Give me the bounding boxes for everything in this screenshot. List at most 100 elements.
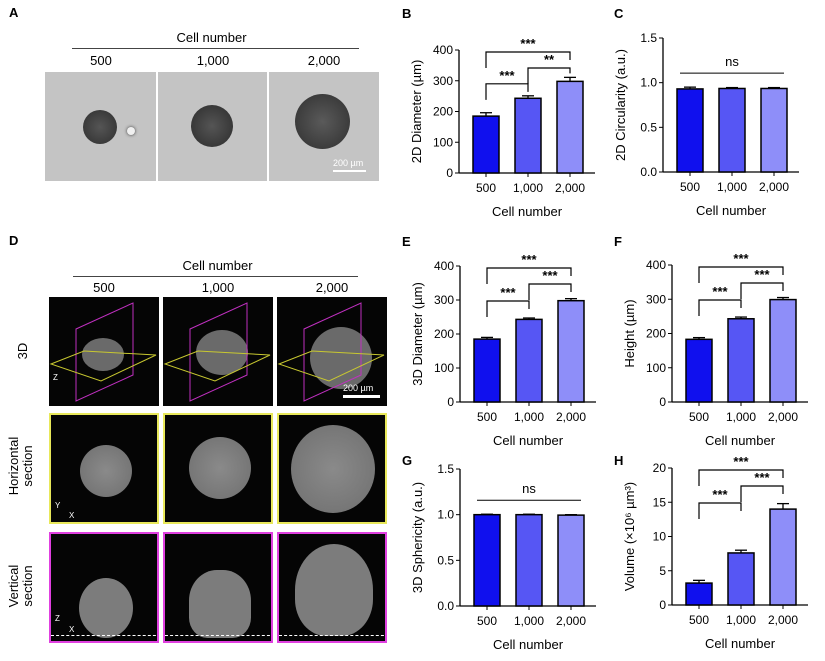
y-tick-label: 0.0 [437,599,454,613]
panel-label-b: B [402,6,411,21]
y-tick-label: 0.5 [640,120,657,134]
x-tick-label: 500 [476,181,496,195]
y-tick-label: 1.0 [437,508,454,522]
bar-500 [472,115,500,174]
x-tick-label: 500 [689,613,709,627]
bar-500 [676,88,704,173]
axis-label-z: Z [55,614,60,623]
significance-bracket [740,282,784,299]
y-axis-label: Volume (×10⁶ µm³) [622,482,637,591]
3d-render-2000: 200 µm [277,297,387,406]
x-axis-label: Cell number [493,637,564,652]
significance-label: *** [521,252,537,267]
bar-1,000 [515,513,543,607]
x-axis-label: Cell number [696,203,767,218]
section-planes-1000 [163,302,271,402]
vertical-section-1000 [163,532,273,643]
significance-bracket [528,283,572,300]
significance-label: *** [542,268,558,283]
vertical-section-500: Z X [49,532,159,643]
significance-label: *** [754,470,770,485]
y-tick-label: 300 [646,292,666,306]
y-axis-label: 2D Circularity (a.u.) [613,49,628,161]
panel-a-col-2000: 2,000 [307,53,341,68]
panel-label-g: G [402,453,412,468]
x-tick-label: 1,000 [726,613,756,627]
y-tick-label: 10 [653,530,667,544]
y-tick-label: 5 [659,564,666,578]
bar-2,000 [769,508,797,606]
substrate-line [165,635,271,636]
bar-2,000 [556,80,584,174]
significance-bracket [698,299,742,316]
panel-label-e: E [402,234,411,249]
bar-500 [685,338,713,403]
horizontal-section-1000 [163,413,273,524]
x-tick-label: 2,000 [555,181,585,195]
x-tick-label: 2,000 [556,614,586,628]
y-tick-label: 0 [659,598,666,612]
y-tick-label: 100 [433,135,453,149]
x-tick-label: 500 [689,410,709,424]
significance-bracket [698,502,742,519]
brightfield-image-2000: 200 µm [269,72,379,181]
x-tick-label: 500 [477,614,497,628]
panel-a-header-line [72,48,359,49]
brightfield-image-1000 [158,72,267,181]
bar-500 [473,338,501,403]
panel-label-f: F [614,234,622,249]
panel-label-c: C [614,6,624,21]
x-tick-label: 1,000 [726,410,756,424]
panel-d-header: Cell number [182,258,253,273]
x-axis-label: Cell number [705,433,776,448]
bar-500 [473,513,501,607]
x-tick-label: 2,000 [768,613,798,627]
panel-a-header: Cell number [176,30,247,45]
y-tick-label: 0 [447,395,454,409]
y-tick-label: 300 [434,293,454,307]
y-tick-label: 200 [434,327,454,341]
significance-bracket [698,266,784,283]
bar-1,000 [727,552,755,606]
scale-bar-d [343,395,380,398]
x-tick-label: 500 [477,410,497,424]
x-axis-label: Cell number [493,433,564,448]
y-axis-label: 3D Diameter (µm) [410,282,425,386]
significance-label: *** [733,251,749,266]
axis-label-x: X [69,511,75,520]
bar-500 [685,582,713,606]
y-axis-label: 2D Diameter (µm) [409,60,424,164]
y-tick-label: 1.5 [640,31,657,45]
y-tick-label: 400 [433,43,453,57]
vertical-section-2000 [277,532,387,643]
y-tick-label: 0.0 [640,165,657,179]
y-tick-label: 400 [646,258,666,272]
significance-bracket [527,67,571,84]
scale-bar-label-d: 200 µm [343,383,374,393]
y-tick-label: 300 [433,74,453,88]
y-axis-label: Height (µm) [622,299,637,367]
x-tick-label: 2,000 [556,410,586,424]
x-tick-label: 1,000 [514,410,544,424]
x-tick-label: 500 [680,180,700,194]
x-tick-label: 2,000 [768,410,798,424]
substrate-line [51,635,157,636]
horizontal-section-500: Y X [49,413,159,524]
scale-bar [333,170,366,172]
3d-render-1000 [163,297,273,406]
bar-1,000 [718,87,746,173]
y-tick-label: 0 [659,395,666,409]
panel-a-col-500: 500 [90,53,112,68]
significance-label: *** [520,36,536,51]
significance-bracket [485,83,529,100]
y-tick-label: 100 [646,361,666,375]
bar-2,000 [769,298,797,403]
significance-label: *** [499,68,515,83]
x-tick-label: 1,000 [514,614,544,628]
brightfield-image-500 [45,72,156,181]
y-tick-label: 1.0 [640,76,657,90]
significance-label: *** [733,454,749,469]
significance-bracket [486,267,572,284]
